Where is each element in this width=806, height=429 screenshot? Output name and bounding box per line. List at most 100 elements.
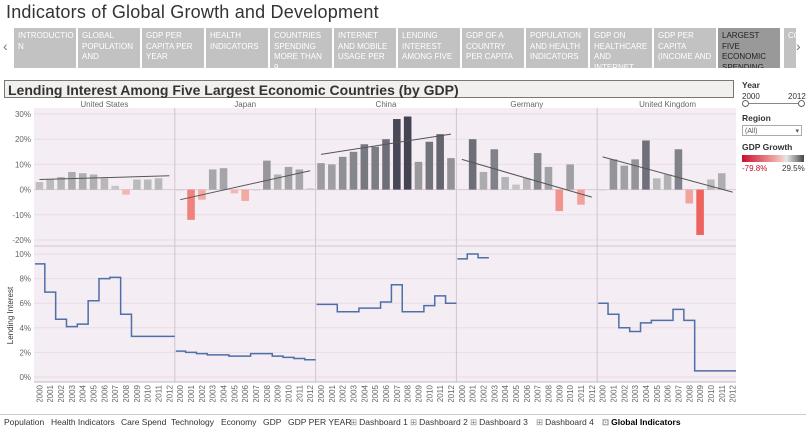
x-tick-label: 2001: [609, 384, 618, 402]
gdp-growth-bar: [577, 189, 585, 205]
sheet-tab[interactable]: ⊞ Dashboard 2: [410, 417, 468, 428]
sheet-tab[interactable]: Care Spend: [121, 417, 166, 427]
x-tick-label: 2007: [534, 384, 543, 402]
gdp-growth-bar: [523, 178, 531, 190]
tab-right-arrow-icon[interactable]: ›: [796, 38, 801, 54]
x-tick-label: 2011: [436, 384, 445, 402]
gdp-growth-bar: [598, 189, 607, 191]
tab-left-arrow-icon[interactable]: ‹: [3, 38, 8, 54]
gdp-growth-bar: [241, 189, 249, 201]
year-filter-label: Year: [742, 80, 760, 90]
gdp-growth-bar: [436, 134, 444, 190]
x-tick-label: 2001: [187, 384, 196, 402]
gdp-growth-bar: [403, 116, 412, 190]
sheet-tab[interactable]: Economy: [221, 417, 256, 427]
gdp-growth-bar: [154, 178, 163, 190]
sheet-tab-label: Dashboard 1: [359, 417, 408, 427]
sheet-tab[interactable]: ⊞ Dashboard 3: [470, 417, 528, 428]
story-tab[interactable]: GDP OF A COUNTRY PER CAPITA: [462, 28, 524, 68]
dashboard-title: Indicators of Global Growth and Developm…: [6, 2, 379, 22]
story-tab[interactable]: INTERNET AND MOBILE USAGE PER: [334, 28, 396, 68]
story-tab[interactable]: CO: [784, 28, 796, 68]
trend-line: [602, 156, 733, 193]
story-tab[interactable]: COUNTRIES SPENDING MORE THAN 9: [270, 28, 332, 68]
story-tab[interactable]: GDP PER CAPITA PER YEAR: [142, 28, 204, 68]
gdp-growth-bar: [447, 158, 455, 190]
x-tick-label: 2006: [241, 384, 250, 402]
y-tick-label-bottom: 10%: [15, 250, 31, 259]
year-min-label: 2000: [742, 92, 760, 101]
gdp-growth-bar: [685, 189, 694, 204]
sheet-tab-label: Economy: [221, 417, 257, 427]
y-tick-label-bottom: 4%: [19, 324, 31, 333]
y-tick-label-bottom: 0%: [19, 373, 31, 382]
y-tick-label-bottom: 8%: [19, 275, 31, 284]
gdp-growth-bar: [501, 177, 509, 190]
x-tick-label: 2005: [653, 384, 662, 402]
sheet-tab-label: GDP PER YEAR: [288, 417, 352, 427]
x-tick-label: 2007: [252, 384, 261, 402]
year-slider-track[interactable]: [744, 103, 802, 104]
country-header: Germany: [510, 100, 543, 109]
x-tick-label: 2008: [685, 384, 694, 402]
x-tick-label: 2010: [425, 384, 434, 402]
sheet-tab[interactable]: Health Indicators: [51, 417, 115, 427]
sheet-tab[interactable]: ⊞ Dashboard 4: [536, 417, 594, 428]
x-tick-label: 2007: [393, 384, 402, 402]
x-tick-label: 2006: [664, 384, 673, 402]
sheet-tab-label: Dashboard 3: [479, 417, 528, 427]
x-tick-label: 2004: [220, 384, 229, 402]
story-tab[interactable]: GLOBAL POPULATION AND: [78, 28, 140, 68]
gdp-growth-bar: [176, 189, 185, 191]
story-tab[interactable]: POPULATION AND HEALTH INDICATORS: [526, 28, 588, 68]
y-tick-label-top: 10%: [15, 160, 31, 169]
x-tick-label: 2010: [285, 384, 294, 402]
x-tick-label: 2002: [198, 384, 207, 402]
y-tick-label-bottom: 6%: [19, 299, 31, 308]
gdp-growth-color-ramp: [742, 155, 804, 162]
lending-interest-step-line: [316, 284, 457, 313]
sheet-tab[interactable]: GDP PER YEAR: [288, 417, 351, 427]
sheet-tab[interactable]: Population: [4, 417, 44, 427]
x-tick-label: 2008: [404, 384, 413, 402]
sheet-tab[interactable]: Technology: [171, 417, 214, 427]
gdp-growth-bar: [360, 144, 369, 190]
year-slider-handle-min[interactable]: [742, 100, 749, 107]
year-slider-handle-max[interactable]: [798, 100, 805, 107]
gdp-growth-max-label: 29.5%: [782, 164, 805, 173]
gdp-growth-bar: [133, 179, 141, 190]
story-tab[interactable]: GDP ON HEALTHCARE AND INTERNET: [590, 28, 652, 68]
story-tab[interactable]: GDP PER CAPITA (INCOME AND: [654, 28, 716, 68]
lending-interest-step-line: [35, 263, 175, 338]
lending-interest-step-line: [457, 253, 489, 260]
story-tab[interactable]: LENDING INTEREST AMONG FIVE: [398, 28, 460, 68]
sheet-tab[interactable]: GDP: [263, 417, 281, 427]
x-tick-label: 2000: [176, 384, 185, 402]
gdp-growth-bar: [317, 163, 325, 190]
gdp-growth-bar: [208, 169, 217, 190]
gdp-growth-bar: [295, 169, 304, 190]
region-dropdown[interactable]: (All) ▾: [742, 125, 802, 136]
x-tick-label: 2009: [133, 384, 142, 402]
story-tab[interactable]: LARGEST FIVE ECONOMIC SPENDING: [718, 28, 780, 68]
gdp-growth-bar: [68, 171, 76, 190]
x-tick-label: 2007: [111, 384, 120, 402]
x-tick-label: 2006: [100, 384, 109, 402]
chart-svg: United States Japan China Germany United Kin…: [6, 100, 736, 402]
gdp-growth-bar: [219, 168, 228, 190]
story-tab[interactable]: HEALTH INDICATORS: [206, 28, 268, 68]
gdp-growth-bar: [609, 159, 618, 190]
trend-line: [39, 175, 170, 181]
gdp-growth-bar: [306, 188, 314, 190]
x-tick-label: 2004: [501, 384, 510, 402]
x-tick-label: 2000: [35, 384, 44, 402]
sheet-tab[interactable]: ⊡ Global Indicators: [602, 417, 681, 428]
x-tick-label: 2008: [122, 384, 131, 402]
x-tick-label: 2003: [490, 384, 499, 402]
sheet-tab-label: Dashboard 2: [419, 417, 468, 427]
sheet-tab[interactable]: ⊞ Dashboard 1: [350, 417, 408, 428]
x-tick-label: 2012: [306, 384, 315, 402]
dashboard-icon: ⊞: [410, 417, 418, 427]
x-tick-label: 2006: [523, 384, 532, 402]
story-tab[interactable]: INTRODUCTIO N: [14, 28, 76, 68]
